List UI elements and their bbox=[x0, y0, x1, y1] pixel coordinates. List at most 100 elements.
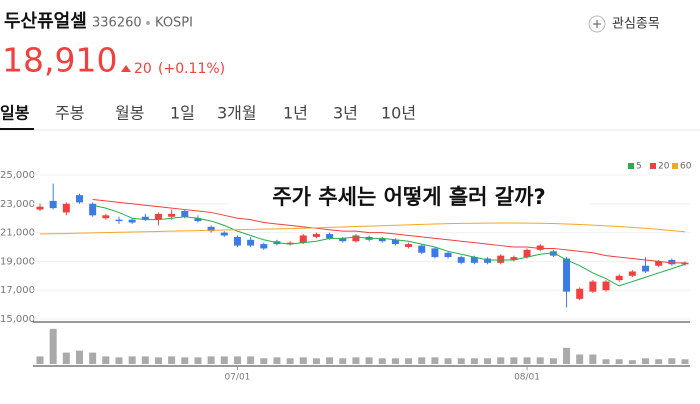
volume-bar bbox=[352, 357, 360, 364]
tab[interactable]: 일봉 bbox=[0, 104, 30, 123]
volume-bar bbox=[484, 358, 492, 364]
candle-body bbox=[668, 259, 676, 265]
candle-body bbox=[615, 275, 623, 281]
candle-body bbox=[536, 245, 544, 250]
candle-body bbox=[523, 249, 531, 258]
candle-body bbox=[444, 252, 452, 258]
moving-average-line bbox=[39, 222, 686, 235]
candle-body bbox=[128, 219, 136, 223]
volume-bar bbox=[378, 358, 386, 364]
candle-body bbox=[418, 245, 426, 253]
candle-body bbox=[431, 248, 439, 258]
volume-bar bbox=[470, 358, 478, 364]
candle-body bbox=[168, 213, 176, 217]
candle-body bbox=[470, 257, 478, 263]
tab[interactable]: 월봉 bbox=[115, 104, 144, 123]
volume-bar bbox=[602, 359, 610, 364]
moving-average-line bbox=[92, 198, 685, 264]
candle-body bbox=[75, 195, 83, 203]
volume-bar bbox=[563, 347, 571, 364]
legend-label: 20 bbox=[658, 162, 670, 172]
tab[interactable]: 주봉 bbox=[55, 104, 84, 123]
watchlist-button[interactable]: 관심종목 bbox=[588, 15, 660, 33]
y-tick-label: 25,000 bbox=[0, 170, 35, 181]
stock-code: 336260 bbox=[92, 16, 142, 31]
volume-bar bbox=[273, 357, 281, 364]
volume-bar bbox=[233, 356, 241, 364]
overlay-backdrop bbox=[228, 184, 590, 212]
legend-swatch bbox=[672, 163, 678, 169]
overlay-headline: 주가 추세는 어떻게 흘러 갈까? bbox=[272, 185, 545, 209]
volume-bar bbox=[655, 359, 663, 364]
price-change: 20 bbox=[134, 61, 152, 77]
candle-body bbox=[576, 288, 584, 299]
volume-bar bbox=[576, 354, 584, 364]
volume-bar bbox=[102, 356, 110, 364]
candle-body bbox=[457, 257, 465, 263]
volume-bar bbox=[510, 357, 518, 364]
y-tick-label: 21,000 bbox=[0, 228, 35, 239]
candle-body bbox=[207, 226, 215, 232]
volume-bar bbox=[75, 350, 83, 364]
volume-bar bbox=[497, 357, 505, 364]
separator bbox=[146, 21, 150, 25]
volume-bar bbox=[62, 352, 70, 364]
candle-body bbox=[405, 244, 413, 247]
tab[interactable]: 1일 bbox=[170, 104, 195, 123]
volume-bar bbox=[286, 358, 294, 364]
volume-bar bbox=[549, 358, 557, 364]
y-tick-label: 23,000 bbox=[0, 199, 35, 210]
volume-bar bbox=[523, 357, 531, 364]
volume-bar bbox=[247, 356, 255, 364]
watchlist-label: 관심종목 bbox=[612, 17, 660, 32]
volume-bar bbox=[260, 358, 268, 364]
legend-label: 60 bbox=[680, 162, 692, 172]
tab[interactable]: 3개월 bbox=[217, 104, 257, 123]
volume-bar bbox=[128, 356, 136, 364]
candle-body bbox=[352, 235, 360, 242]
volume-bar bbox=[326, 357, 334, 364]
candle-body bbox=[154, 213, 162, 220]
tab[interactable]: 1년 bbox=[283, 104, 308, 123]
volume-bar bbox=[194, 357, 202, 364]
legend-swatch bbox=[650, 163, 656, 169]
volume-bar bbox=[115, 357, 123, 364]
volume-bar bbox=[141, 356, 149, 364]
volume-bar bbox=[220, 356, 228, 364]
tab[interactable]: 3년 bbox=[333, 104, 358, 123]
candle-body bbox=[549, 251, 557, 256]
volume-bar bbox=[628, 360, 636, 364]
candle-body bbox=[391, 239, 399, 245]
volume-bar bbox=[312, 358, 320, 364]
market: KOSPI bbox=[155, 16, 193, 31]
candle-body bbox=[233, 236, 241, 246]
volume-bar bbox=[642, 358, 650, 364]
plus-icon bbox=[593, 20, 601, 28]
candle-body bbox=[102, 215, 110, 219]
volume-bar bbox=[457, 358, 465, 364]
volume-bar bbox=[299, 357, 307, 364]
candle-body bbox=[484, 258, 492, 263]
legend-swatch bbox=[628, 163, 634, 169]
volume-bar bbox=[589, 354, 597, 364]
candle-body bbox=[299, 235, 307, 243]
legend-label: 5 bbox=[636, 162, 642, 172]
current-price: 18,910 bbox=[2, 41, 117, 80]
candle-body bbox=[194, 218, 202, 222]
tab[interactable]: 10년 bbox=[381, 104, 416, 123]
x-tick-label: 08/01 bbox=[514, 373, 540, 383]
y-tick-label: 17,000 bbox=[0, 285, 35, 296]
volume-bar bbox=[89, 352, 97, 364]
volume-bar bbox=[154, 357, 162, 364]
candle-body bbox=[681, 262, 689, 265]
volume-bar bbox=[668, 358, 676, 364]
volume-bar bbox=[168, 356, 176, 364]
moving-average-line bbox=[92, 204, 686, 287]
candle-body bbox=[378, 238, 386, 242]
volume-bar bbox=[36, 356, 44, 364]
volume-bar bbox=[391, 358, 399, 364]
candle-body bbox=[510, 257, 518, 260]
candle-body bbox=[642, 265, 650, 272]
candle-body bbox=[247, 239, 255, 246]
